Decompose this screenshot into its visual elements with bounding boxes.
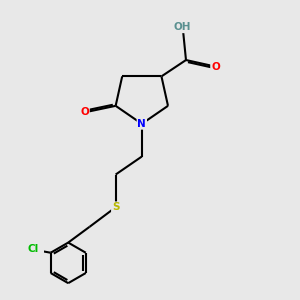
Text: O: O bbox=[80, 107, 89, 117]
Text: OH: OH bbox=[174, 22, 191, 32]
Text: O: O bbox=[211, 61, 220, 72]
Text: Cl: Cl bbox=[27, 244, 38, 254]
Text: N: N bbox=[137, 119, 146, 129]
Text: S: S bbox=[112, 202, 119, 212]
